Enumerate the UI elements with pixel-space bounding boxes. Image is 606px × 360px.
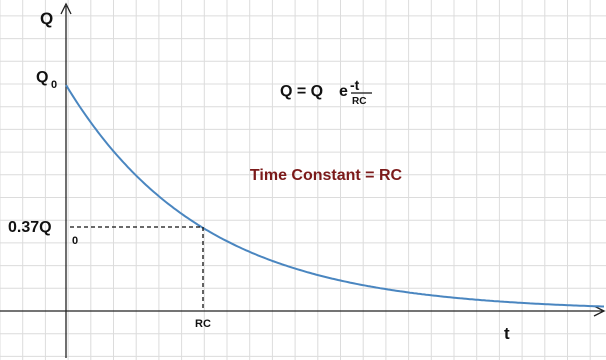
x-axis-label: t (504, 324, 510, 343)
formula-numerator: -t (350, 77, 360, 93)
y-arrow (60, 2, 72, 15)
q0-sub: 0 (51, 79, 57, 91)
formula-denominator: RC (352, 96, 366, 107)
q0-main: Q (36, 69, 48, 86)
formula-lhs: Q = Q (280, 83, 323, 100)
x-arrow (593, 305, 606, 317)
decay-curve (65, 84, 604, 308)
annotation: Time Constant = RC (250, 167, 403, 184)
level-sub: 0 (72, 235, 78, 247)
time-constant-label: RC (195, 318, 211, 330)
y-axis-label: Q (40, 9, 53, 28)
level-main: 0.37Q (8, 219, 52, 236)
formula-base: e (339, 83, 348, 100)
